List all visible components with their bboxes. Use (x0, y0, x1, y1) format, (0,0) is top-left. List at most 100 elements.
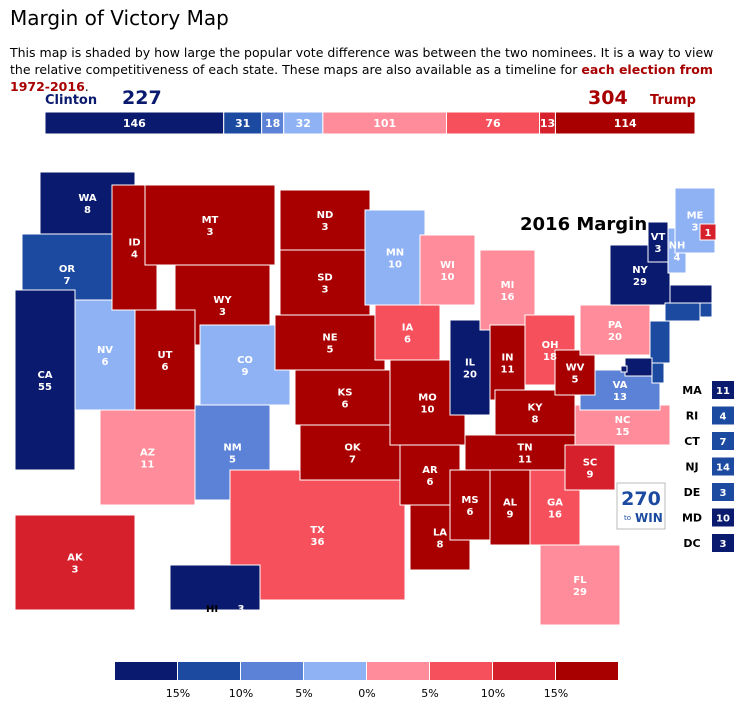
state-ev: 10 (441, 272, 455, 283)
timeline-link[interactable]: each election from 1972-2016 (10, 62, 713, 94)
state-abbr: IA (402, 323, 414, 334)
state-ev: 6 (102, 357, 109, 368)
state (134, 309, 196, 411)
state-ev: 5 (327, 345, 334, 356)
state (74, 299, 136, 411)
legend-swatch (556, 662, 618, 680)
description-text: This map is shaded by how large the popu… (10, 45, 714, 77)
state-ev: 10 (421, 405, 435, 416)
side-box (712, 406, 734, 425)
tally-label: 18 (265, 117, 280, 130)
side-ev: 10 (716, 514, 730, 525)
period: . (84, 79, 89, 94)
state-ev: 9 (242, 367, 249, 378)
state (651, 362, 665, 384)
state-ev: 1 (705, 228, 712, 239)
state (169, 564, 261, 611)
state-ev: 20 (463, 370, 477, 381)
state-abbr: MI (501, 280, 515, 291)
state-abbr: OR (59, 264, 76, 275)
state-ev: 18 (543, 352, 557, 363)
state-abbr: IN (501, 353, 513, 364)
state (99, 409, 196, 506)
state (419, 234, 476, 306)
state-ev: 7 (64, 276, 71, 287)
tally-label: 114 (614, 117, 637, 130)
state-abbr: NH (669, 241, 686, 252)
state-ev: 3 (238, 604, 245, 615)
state-ev: 3 (692, 223, 699, 234)
logo-box (616, 482, 666, 530)
side-ev: 11 (716, 386, 730, 397)
state-ev: 7 (349, 455, 356, 466)
state (449, 469, 491, 541)
legend-label: 10% (229, 687, 253, 700)
side-box (712, 534, 734, 552)
side-box (712, 381, 734, 399)
state-abbr: LA (433, 528, 447, 539)
state (144, 184, 276, 266)
state-ev: 6 (427, 477, 434, 488)
state (699, 223, 717, 241)
state-ev: 29 (633, 277, 647, 288)
state-abbr: IL (465, 358, 476, 369)
side-abbr: MD (682, 512, 702, 525)
state-abbr: ID (128, 238, 140, 249)
tally-label: 101 (373, 117, 396, 130)
side-ev: 4 (720, 412, 727, 423)
state-ev: 4 (674, 253, 681, 264)
trump-name: Trump (650, 93, 696, 108)
state (674, 187, 716, 254)
clinton-name: Clinton (45, 93, 97, 108)
logo-number: 270 (621, 488, 661, 510)
state-ev: 11 (141, 460, 155, 471)
state-abbr: ME (687, 211, 704, 222)
state (554, 349, 596, 396)
legend-swatch (493, 662, 555, 680)
state-abbr: UT (158, 350, 173, 361)
state (494, 389, 576, 436)
state-ev: 5 (572, 375, 579, 386)
state (699, 302, 713, 318)
state (274, 314, 386, 371)
state-ev: 8 (532, 415, 539, 426)
side-abbr: RI (686, 410, 699, 423)
legend-swatch (178, 662, 240, 680)
tally-label: 76 (485, 117, 501, 130)
map-title: 2016 Margin (520, 214, 647, 235)
state-abbr: WY (213, 295, 232, 306)
state (539, 544, 621, 626)
state (489, 469, 531, 546)
state-abbr: ND (317, 210, 334, 221)
side-box (712, 457, 734, 476)
state-abbr: GA (547, 498, 563, 509)
state (449, 319, 491, 416)
state-ev: 8 (84, 205, 91, 216)
state-abbr: MO (418, 393, 436, 404)
state-abbr: AK (67, 553, 84, 564)
state-abbr: KY (528, 403, 544, 414)
legend-swatch (430, 662, 492, 680)
state-abbr: TN (517, 443, 532, 454)
tally-segment (554, 111, 696, 135)
state-abbr: NY (632, 265, 648, 276)
clinton-total: 227 (122, 87, 162, 109)
state-abbr: CO (237, 355, 253, 366)
logo: 270 to WIN (616, 482, 666, 530)
legend-label: 15% (166, 687, 190, 700)
legend-label: 0% (358, 687, 375, 700)
side-ev: 14 (716, 463, 730, 474)
state-abbr: WA (78, 193, 97, 204)
state-ev: 15 (616, 427, 630, 438)
state (489, 324, 526, 401)
state-ev: 11 (501, 365, 515, 376)
legend-label: 5% (421, 687, 438, 700)
state-ev: 3 (207, 227, 214, 238)
side-abbr: DC (683, 537, 700, 550)
state-ev: 10 (388, 260, 402, 271)
state-ev: 16 (501, 292, 515, 303)
legend-label: 10% (481, 687, 505, 700)
tally-label: 32 (296, 117, 311, 130)
state (364, 209, 426, 306)
